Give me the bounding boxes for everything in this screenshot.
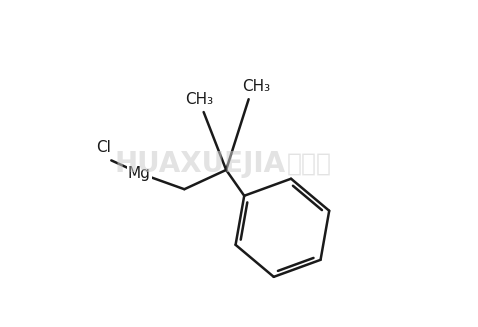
Text: CH₃: CH₃ (185, 92, 213, 107)
Text: HUAXUEJIA: HUAXUEJIA (115, 149, 286, 178)
Text: 化学加: 化学加 (287, 151, 332, 176)
Text: Mg: Mg (128, 166, 151, 181)
Text: CH₃: CH₃ (243, 79, 271, 94)
Text: Cl: Cl (97, 140, 111, 155)
